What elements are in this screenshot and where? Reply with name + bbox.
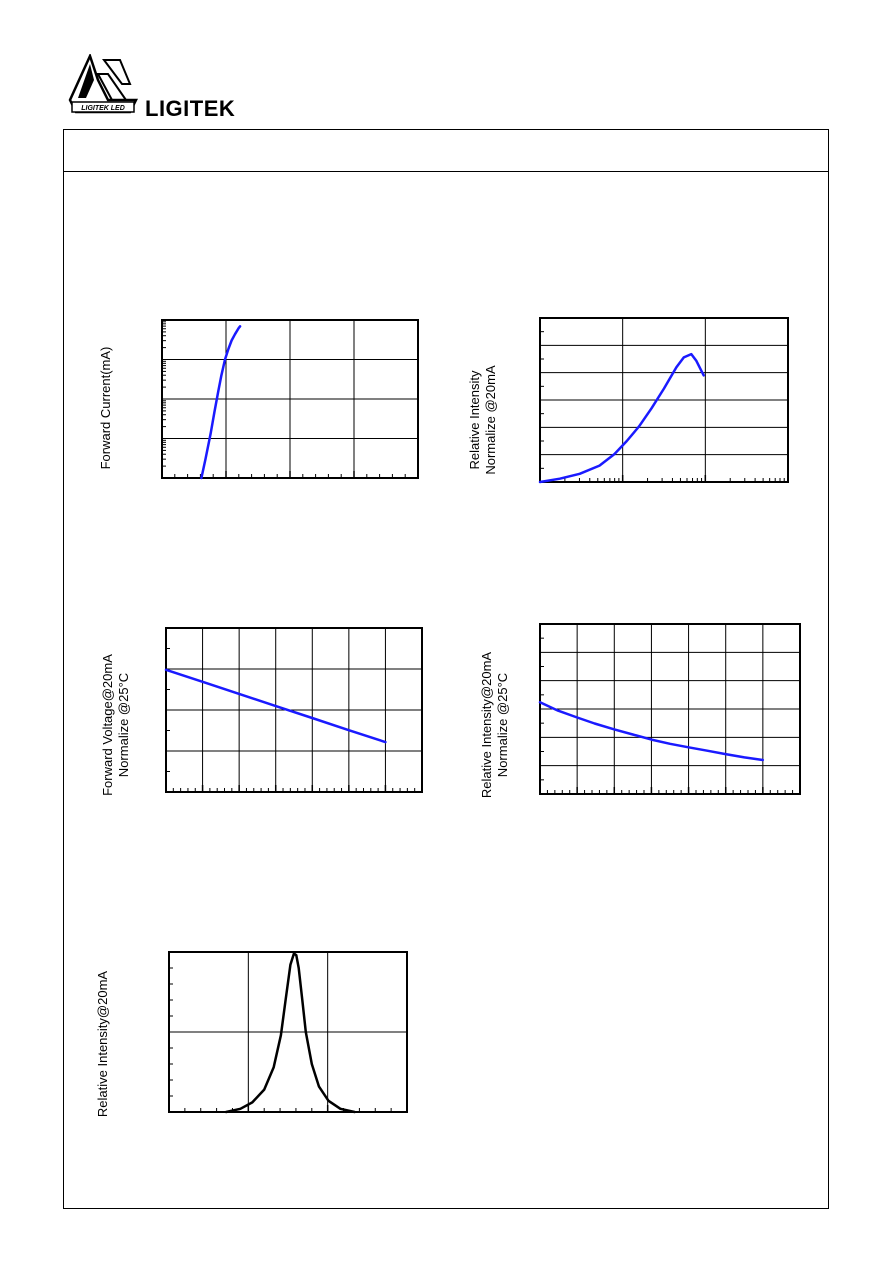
series-line — [200, 325, 242, 480]
chart-relative-intensity-vs-temp — [538, 623, 801, 795]
chart2-ylabel: Relative Intensity Normalize @20mA — [467, 355, 499, 485]
series-line — [224, 952, 356, 1114]
ligitek-logo: LIGITEK LED — [68, 54, 138, 114]
logo-text: LIGITEK LED — [81, 105, 125, 112]
chart5-ylabel: Relative Intensity@20mA — [95, 969, 111, 1119]
series-line — [538, 352, 705, 484]
chart3-ylabel: Forward Voltage@20mA Normalize @25°C — [100, 645, 132, 805]
frame-header — [64, 130, 828, 172]
chart1-ylabel: Forward Current(mA) — [98, 343, 114, 473]
chart-forward-current — [161, 319, 419, 480]
series-line — [538, 700, 765, 762]
chart3-ylabel-line1: Forward Voltage@20mA — [100, 654, 115, 796]
content-frame — [63, 129, 829, 1209]
chart4-ylabel: Relative Intensity@20mA Normalize @25°C — [479, 640, 511, 810]
series-line — [164, 668, 387, 744]
chart-forward-voltage-vs-temp — [164, 627, 423, 793]
chart3-ylabel-line2: Normalize @25°C — [116, 672, 131, 778]
chart-spectral-distribution — [168, 951, 408, 1114]
chart1-ylabel-line1: Forward Current(mA) — [98, 346, 113, 470]
chart4-ylabel-line2: Normalize @25°C — [495, 672, 510, 778]
chart4-ylabel-line1: Relative Intensity@20mA — [479, 651, 494, 799]
chart2-ylabel-line2: Normalize @20mA — [483, 365, 498, 475]
brand-name: LIGITEK — [145, 96, 236, 121]
chart-relative-intensity-vs-current — [538, 317, 789, 484]
chart5-ylabel-line1: Relative Intensity@20mA — [95, 970, 110, 1118]
chart2-ylabel-line1: Relative Intensity — [467, 370, 482, 470]
